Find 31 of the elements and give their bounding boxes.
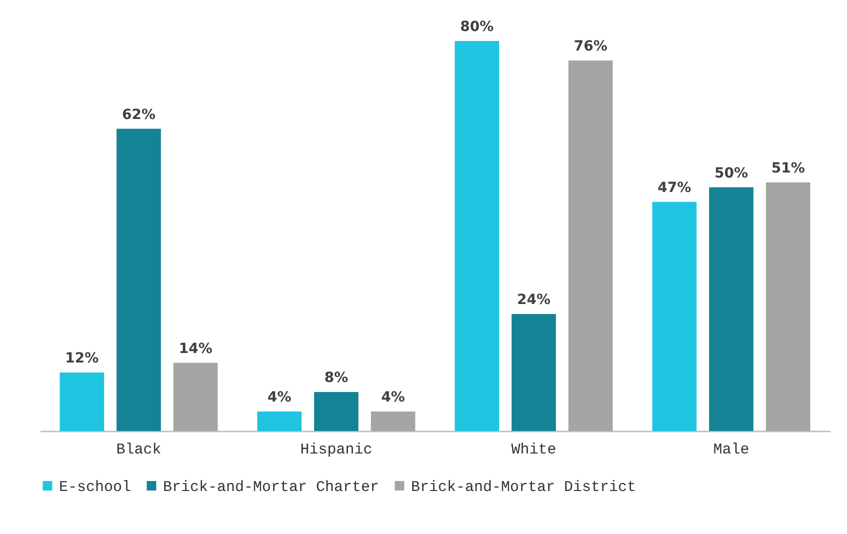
- x-tick-label: Black: [116, 442, 162, 458]
- legend-label: Brick-and-Mortar District: [411, 478, 636, 496]
- legend-label: Brick-and-Mortar Charter: [163, 478, 380, 496]
- bar: [652, 202, 697, 431]
- bar: [568, 60, 613, 431]
- bar: [709, 187, 754, 431]
- bar: [454, 41, 500, 431]
- data-label: 14%: [178, 340, 212, 357]
- data-label: 80%: [460, 19, 494, 35]
- data-label: 76%: [574, 38, 608, 54]
- data-label: 4%: [381, 390, 405, 406]
- data-label: 51%: [771, 160, 805, 176]
- bar: [370, 412, 416, 431]
- data-label: 47%: [658, 180, 692, 196]
- bar: [116, 128, 161, 431]
- bar: [314, 392, 358, 431]
- data-label: 50%: [714, 165, 748, 182]
- data-label: 4%: [268, 390, 292, 406]
- data-label: 12%: [65, 350, 99, 366]
- bar: [512, 314, 556, 431]
- data-label: 8%: [324, 370, 348, 386]
- data-label: 62%: [122, 106, 156, 123]
- bar: [60, 372, 104, 431]
- x-tick-label: Hispanic: [300, 442, 372, 458]
- x-tick-label: Male: [713, 442, 750, 458]
- data-label: 24%: [516, 292, 551, 308]
- legend-label: E-school: [59, 478, 132, 496]
- bar: [766, 182, 810, 431]
- x-tick-label: White: [511, 442, 556, 458]
- bar: [173, 362, 218, 431]
- bar: [257, 412, 302, 431]
